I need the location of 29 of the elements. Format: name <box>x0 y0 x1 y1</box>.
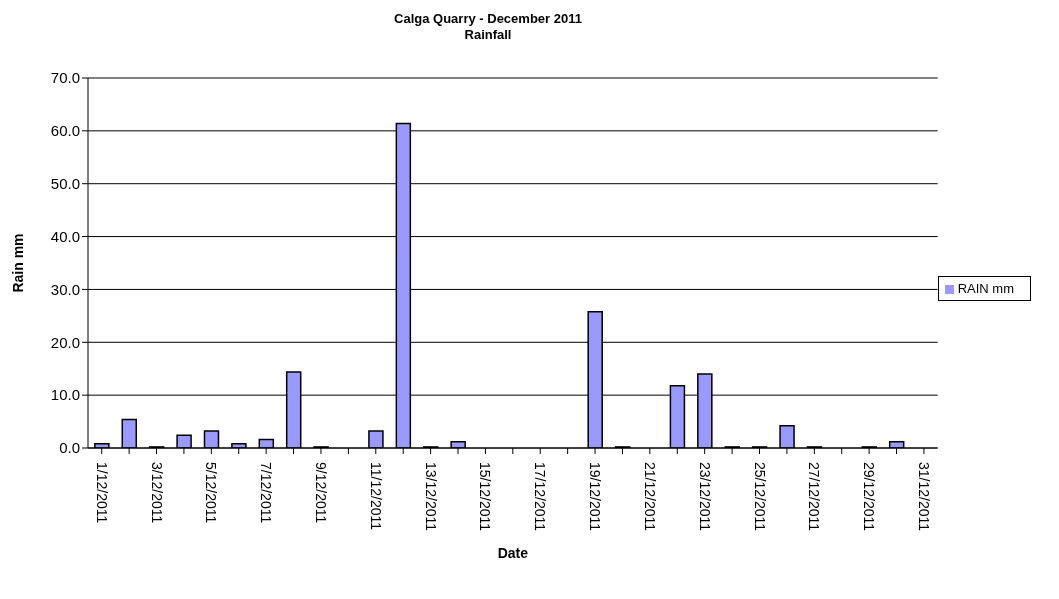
x-tick-label: 21/12/2011 <box>641 462 658 532</box>
y-tick-label: 30.0 <box>50 280 80 298</box>
y-tick-label: 40.0 <box>50 227 80 245</box>
x-tick-label: 9/12/2011 <box>312 462 329 524</box>
x-axis-title: Date <box>497 545 529 561</box>
x-tick-label: 5/12/2011 <box>203 462 220 524</box>
x-tick-label: 25/12/2011 <box>751 462 768 532</box>
y-tick-label: 20.0 <box>50 333 80 351</box>
x-tick-label: 1/12/2011 <box>93 462 110 524</box>
chart-title: Calga Quarry - December 2011 <box>393 11 583 27</box>
x-tick-label: 13/12/2011 <box>422 462 439 532</box>
x-tick-label: 27/12/2011 <box>806 462 823 532</box>
y-axis-title: Rain mm <box>9 233 26 293</box>
x-tick-label: 7/12/2011 <box>258 462 275 524</box>
x-tick-label: 19/12/2011 <box>587 462 604 532</box>
x-tick-label: 23/12/2011 <box>696 462 713 532</box>
legend-label: RAIN mm <box>957 280 1014 296</box>
chart-subtitle: Rainfall <box>463 27 513 43</box>
y-tick-label: 10.0 <box>50 386 80 404</box>
x-tick-label: 15/12/2011 <box>477 462 494 532</box>
x-tick-label: 31/12/2011 <box>915 462 932 532</box>
y-tick-label: 60.0 <box>50 122 80 140</box>
x-tick-label: 3/12/2011 <box>148 462 165 524</box>
x-tick-label: 29/12/2011 <box>861 462 878 532</box>
x-tick-label: 11/12/2011 <box>367 462 384 531</box>
x-tick-label: 17/12/2011 <box>532 462 549 532</box>
y-tick-label: 70.0 <box>50 69 80 87</box>
y-tick-label: 50.0 <box>50 175 80 193</box>
y-tick-label: 0.0 <box>59 439 80 457</box>
